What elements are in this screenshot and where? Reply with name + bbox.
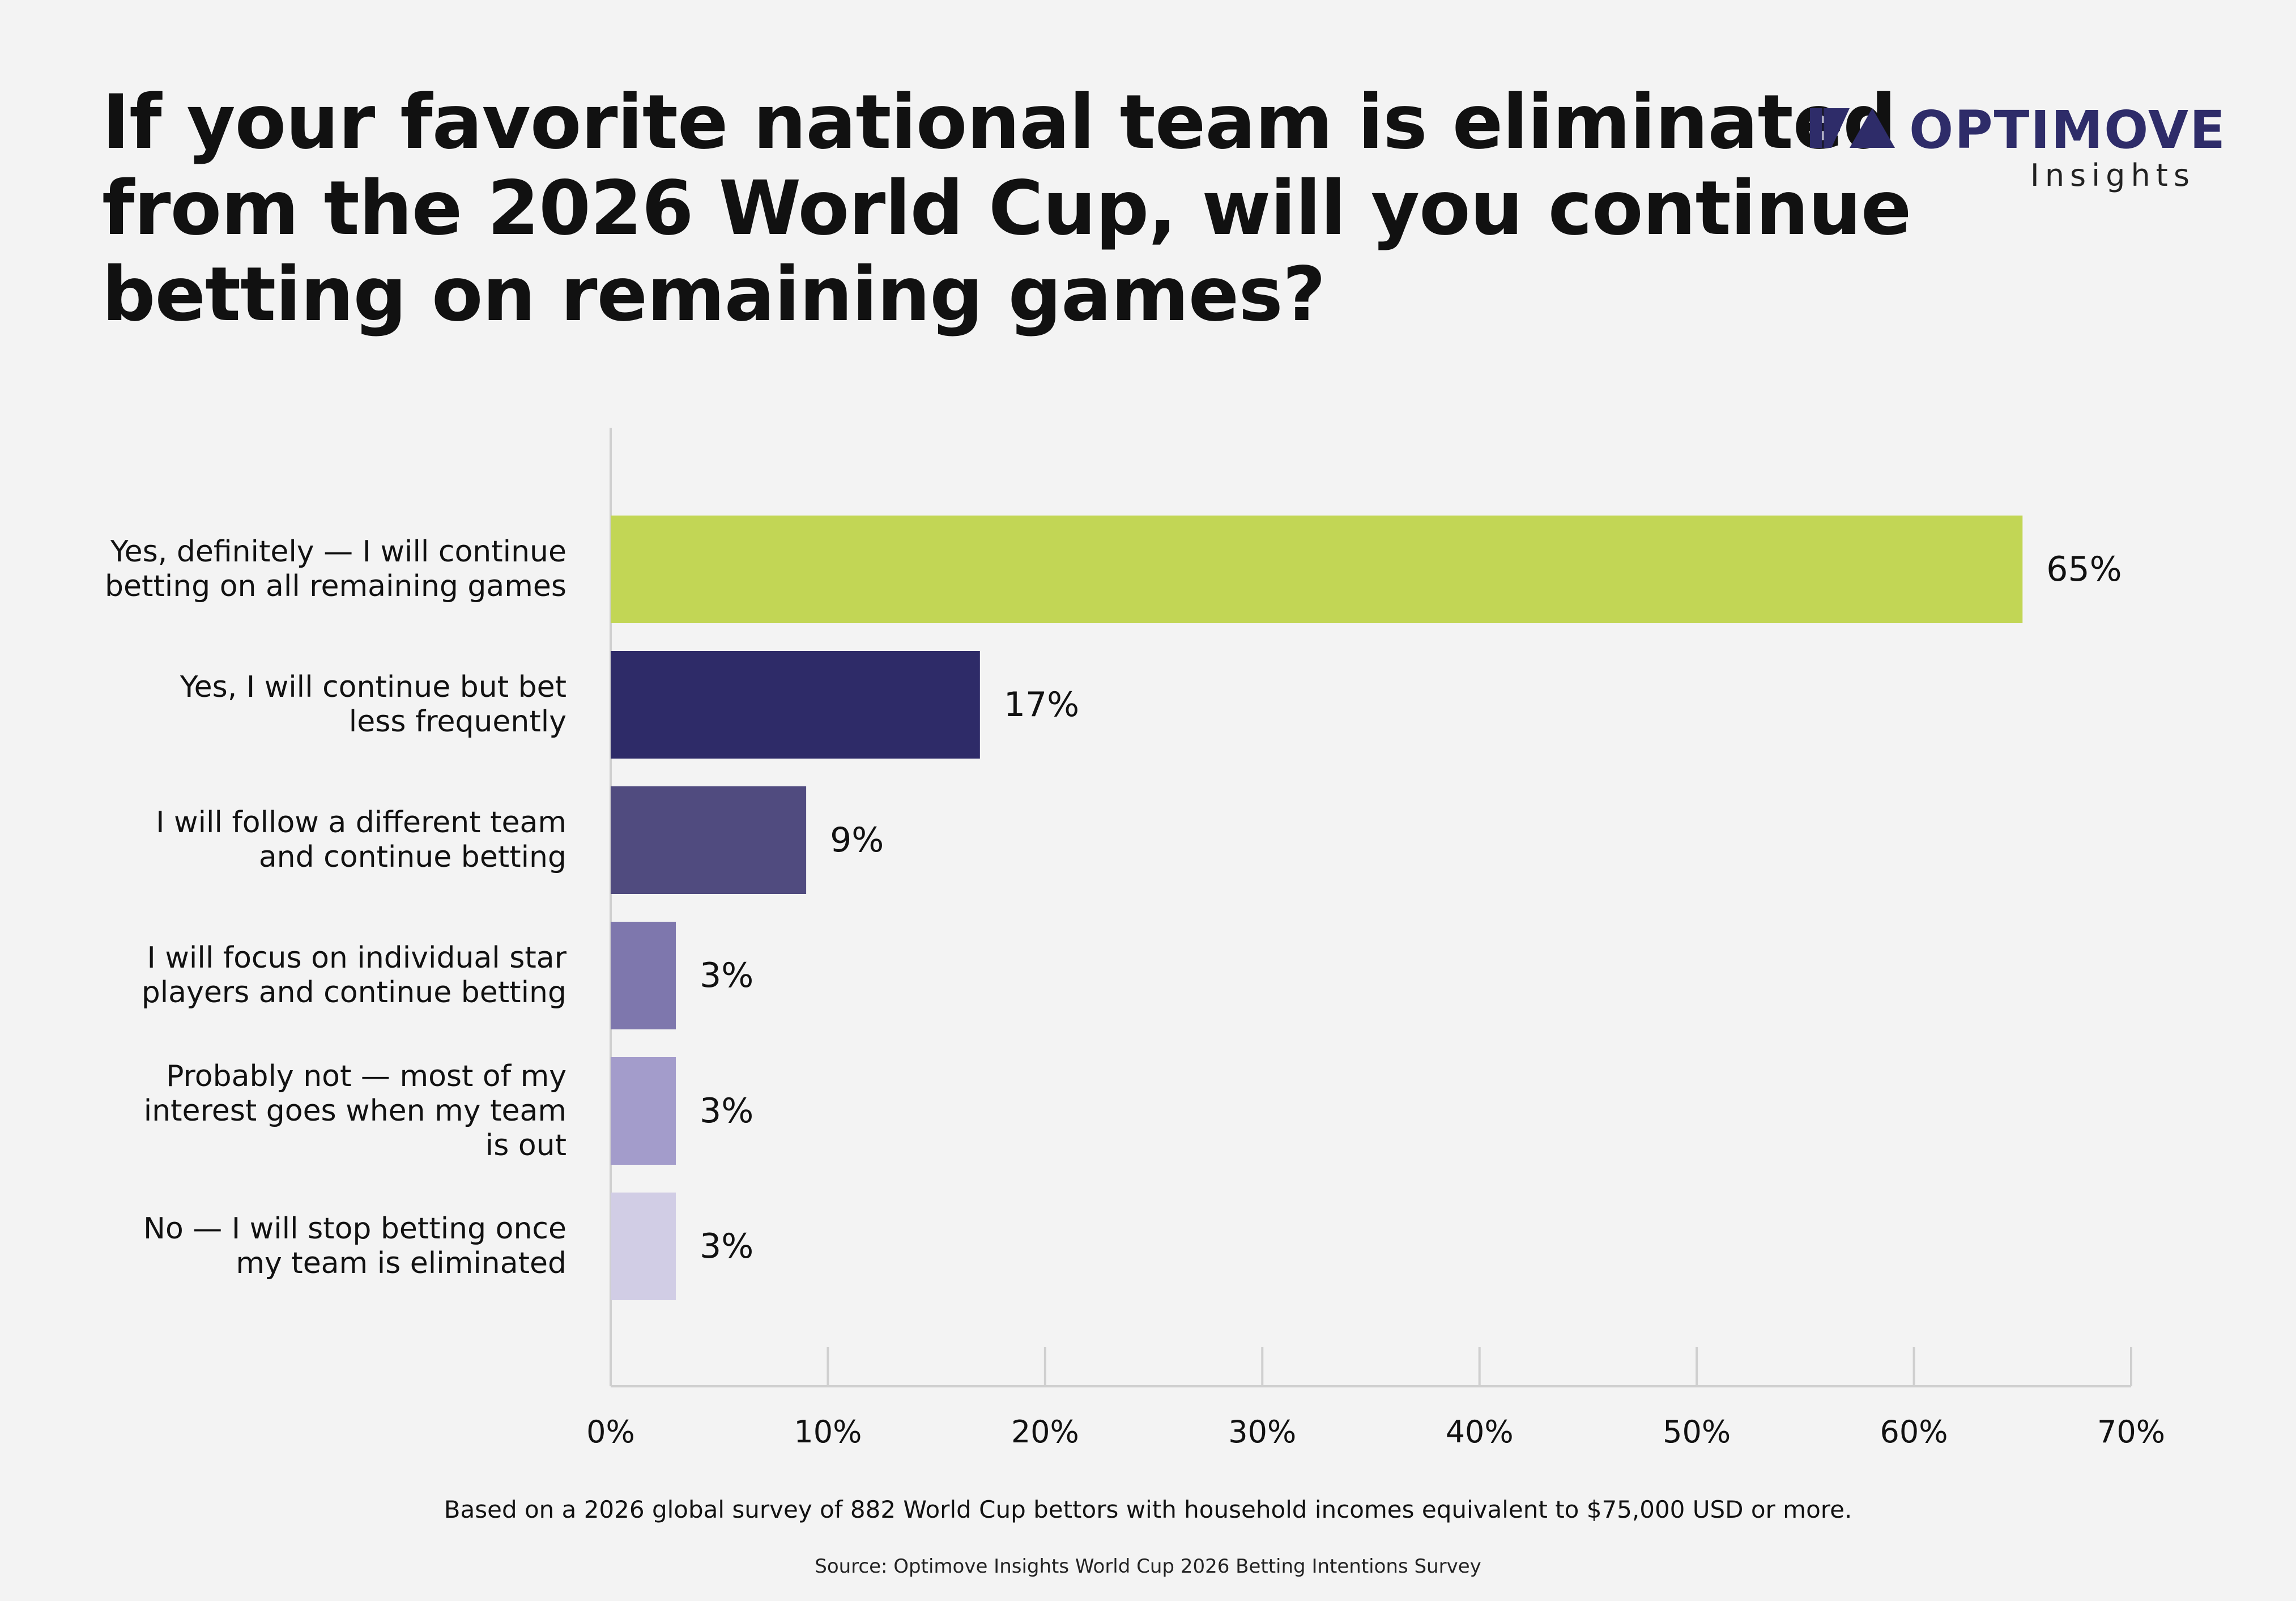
chart-title: If your favorite national team is elimin… <box>102 79 1911 338</box>
bar-value-label: 3% <box>700 956 753 995</box>
bar-value-label: 17% <box>1004 685 1079 725</box>
bar <box>611 516 2023 623</box>
category-label-line: less frequently <box>348 705 566 739</box>
x-tick-label: 60% <box>1880 1414 1948 1450</box>
category-label: Probably not — most of my interest goes w… <box>85 1059 566 1163</box>
category-label-line: Probably not — most of my <box>166 1059 566 1093</box>
survey-footnote: Based on a 2026 global survey of 882 Wor… <box>444 1496 1852 1523</box>
x-tick-label: 30% <box>1228 1414 1296 1450</box>
x-tick-label: 10% <box>794 1414 862 1450</box>
logo-wordmark: OPTIMOVE <box>1909 100 2226 160</box>
optimove-logo-mark-icon <box>1810 108 1895 148</box>
category-label-line: betting on all remaining games <box>104 569 566 603</box>
source-note: Source: Optimove Insights World Cup 2026… <box>815 1555 1481 1578</box>
category-label: No — I will stop betting once my team is … <box>85 1212 566 1281</box>
category-label-line: my team is eliminated <box>236 1246 566 1280</box>
chart-title-line-3: betting on remaining games? <box>102 251 1326 338</box>
bar <box>611 1057 676 1165</box>
x-tick-label: 0% <box>586 1414 635 1450</box>
category-label: Yes, definitely — I will continue betting… <box>85 535 566 604</box>
x-tick-label: 40% <box>1446 1414 1514 1450</box>
x-tick-label: 70% <box>2097 1414 2165 1450</box>
bar <box>611 786 807 894</box>
category-label-line: and continue betting <box>258 840 566 874</box>
bar-value-label: 3% <box>700 1091 753 1131</box>
bar-value-label: 3% <box>700 1227 753 1266</box>
bar-value-label: 65% <box>2046 550 2122 589</box>
optimove-logo: OPTIMOVE Insights <box>1810 100 2226 194</box>
category-label-line: players and continue betting <box>141 976 566 1010</box>
category-label-line: interest goes when my team <box>143 1093 566 1128</box>
logo-subtitle: Insights <box>2030 157 2195 193</box>
category-label-line: I will follow a different team <box>156 806 566 840</box>
category-label: I will focus on individual star players a… <box>85 941 566 1010</box>
bar <box>611 1193 676 1300</box>
bar <box>611 651 980 759</box>
x-tick-label: 50% <box>1663 1414 1731 1450</box>
bar-value-label: 9% <box>830 820 884 860</box>
category-label-line: Yes, I will continue but bet <box>180 670 566 704</box>
category-label-line: I will focus on individual star <box>147 941 566 975</box>
chart-title-line-2: from the 2026 World Cup, will you contin… <box>102 165 1911 252</box>
x-tick-label: 20% <box>1011 1414 1079 1450</box>
category-label: I will follow a different team and contin… <box>85 806 566 875</box>
chart-title-line-1: If your favorite national team is elimin… <box>102 79 1897 166</box>
category-label-line: is out <box>485 1128 566 1163</box>
bar <box>611 922 676 1029</box>
category-label-line: Yes, definitely — I will continue <box>110 535 566 569</box>
category-label: Yes, I will continue but bet less frequen… <box>85 670 566 739</box>
category-label-line: No — I will stop betting once <box>143 1212 566 1246</box>
